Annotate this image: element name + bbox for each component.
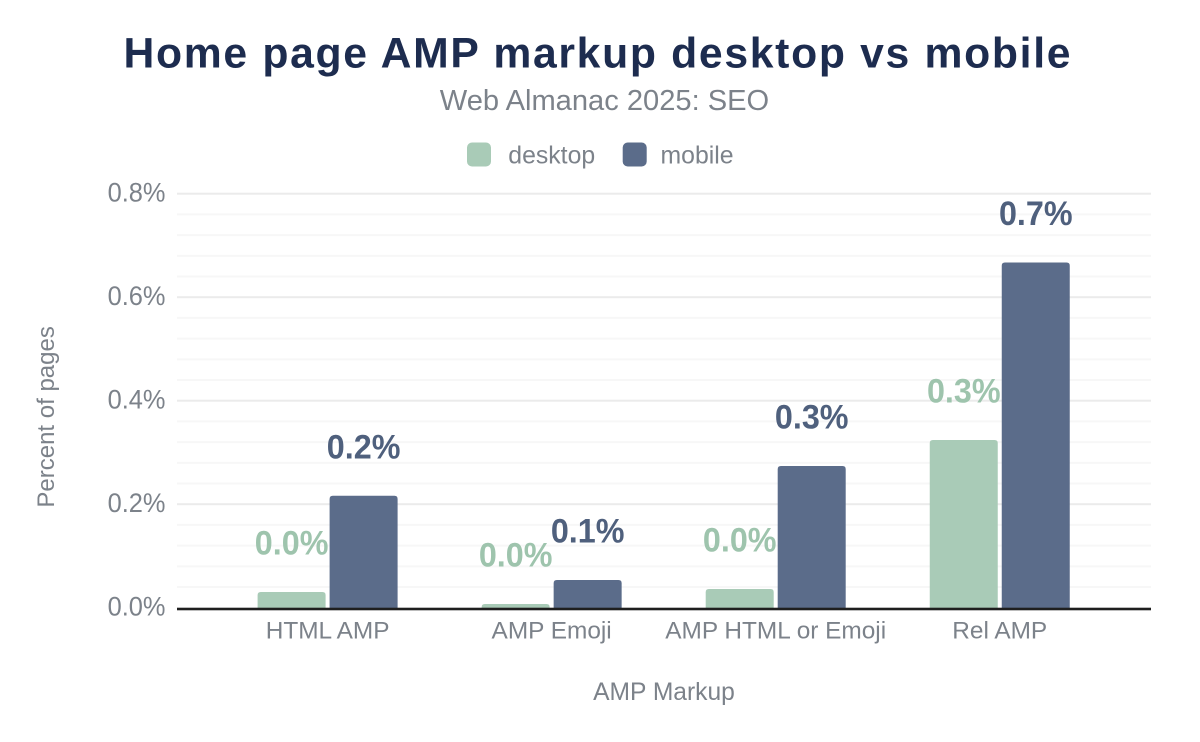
svg-text:0.4%: 0.4% (108, 384, 166, 415)
svg-text:0.0%: 0.0% (479, 537, 553, 575)
svg-text:mobile: mobile (661, 143, 734, 170)
svg-text:0.3%: 0.3% (775, 399, 849, 437)
svg-text:HTML AMP: HTML AMP (266, 618, 390, 645)
svg-text:0.0%: 0.0% (108, 591, 166, 622)
svg-text:0.0%: 0.0% (703, 522, 777, 560)
svg-text:Home page AMP markup desktop v: Home page AMP markup desktop vs mobile (124, 30, 1071, 78)
svg-text:0.0%: 0.0% (255, 525, 329, 563)
svg-text:AMP HTML or Emoji: AMP HTML or Emoji (665, 618, 886, 645)
svg-text:desktop: desktop (508, 143, 595, 170)
svg-text:AMP Emoji: AMP Emoji (492, 618, 612, 645)
svg-text:0.1%: 0.1% (551, 513, 625, 551)
svg-text:Rel AMP: Rel AMP (952, 618, 1047, 645)
svg-text:0.7%: 0.7% (999, 195, 1073, 233)
svg-text:0.2%: 0.2% (108, 487, 166, 518)
svg-text:Percent of pages: Percent of pages (33, 326, 60, 507)
svg-text:0.3%: 0.3% (927, 373, 1001, 411)
svg-text:Web Almanac 2025: SEO: Web Almanac 2025: SEO (440, 85, 769, 117)
svg-text:0.2%: 0.2% (327, 428, 401, 466)
svg-text:AMP Markup: AMP Markup (593, 679, 735, 706)
svg-text:0.6%: 0.6% (108, 280, 166, 311)
svg-text:0.8%: 0.8% (108, 177, 166, 208)
